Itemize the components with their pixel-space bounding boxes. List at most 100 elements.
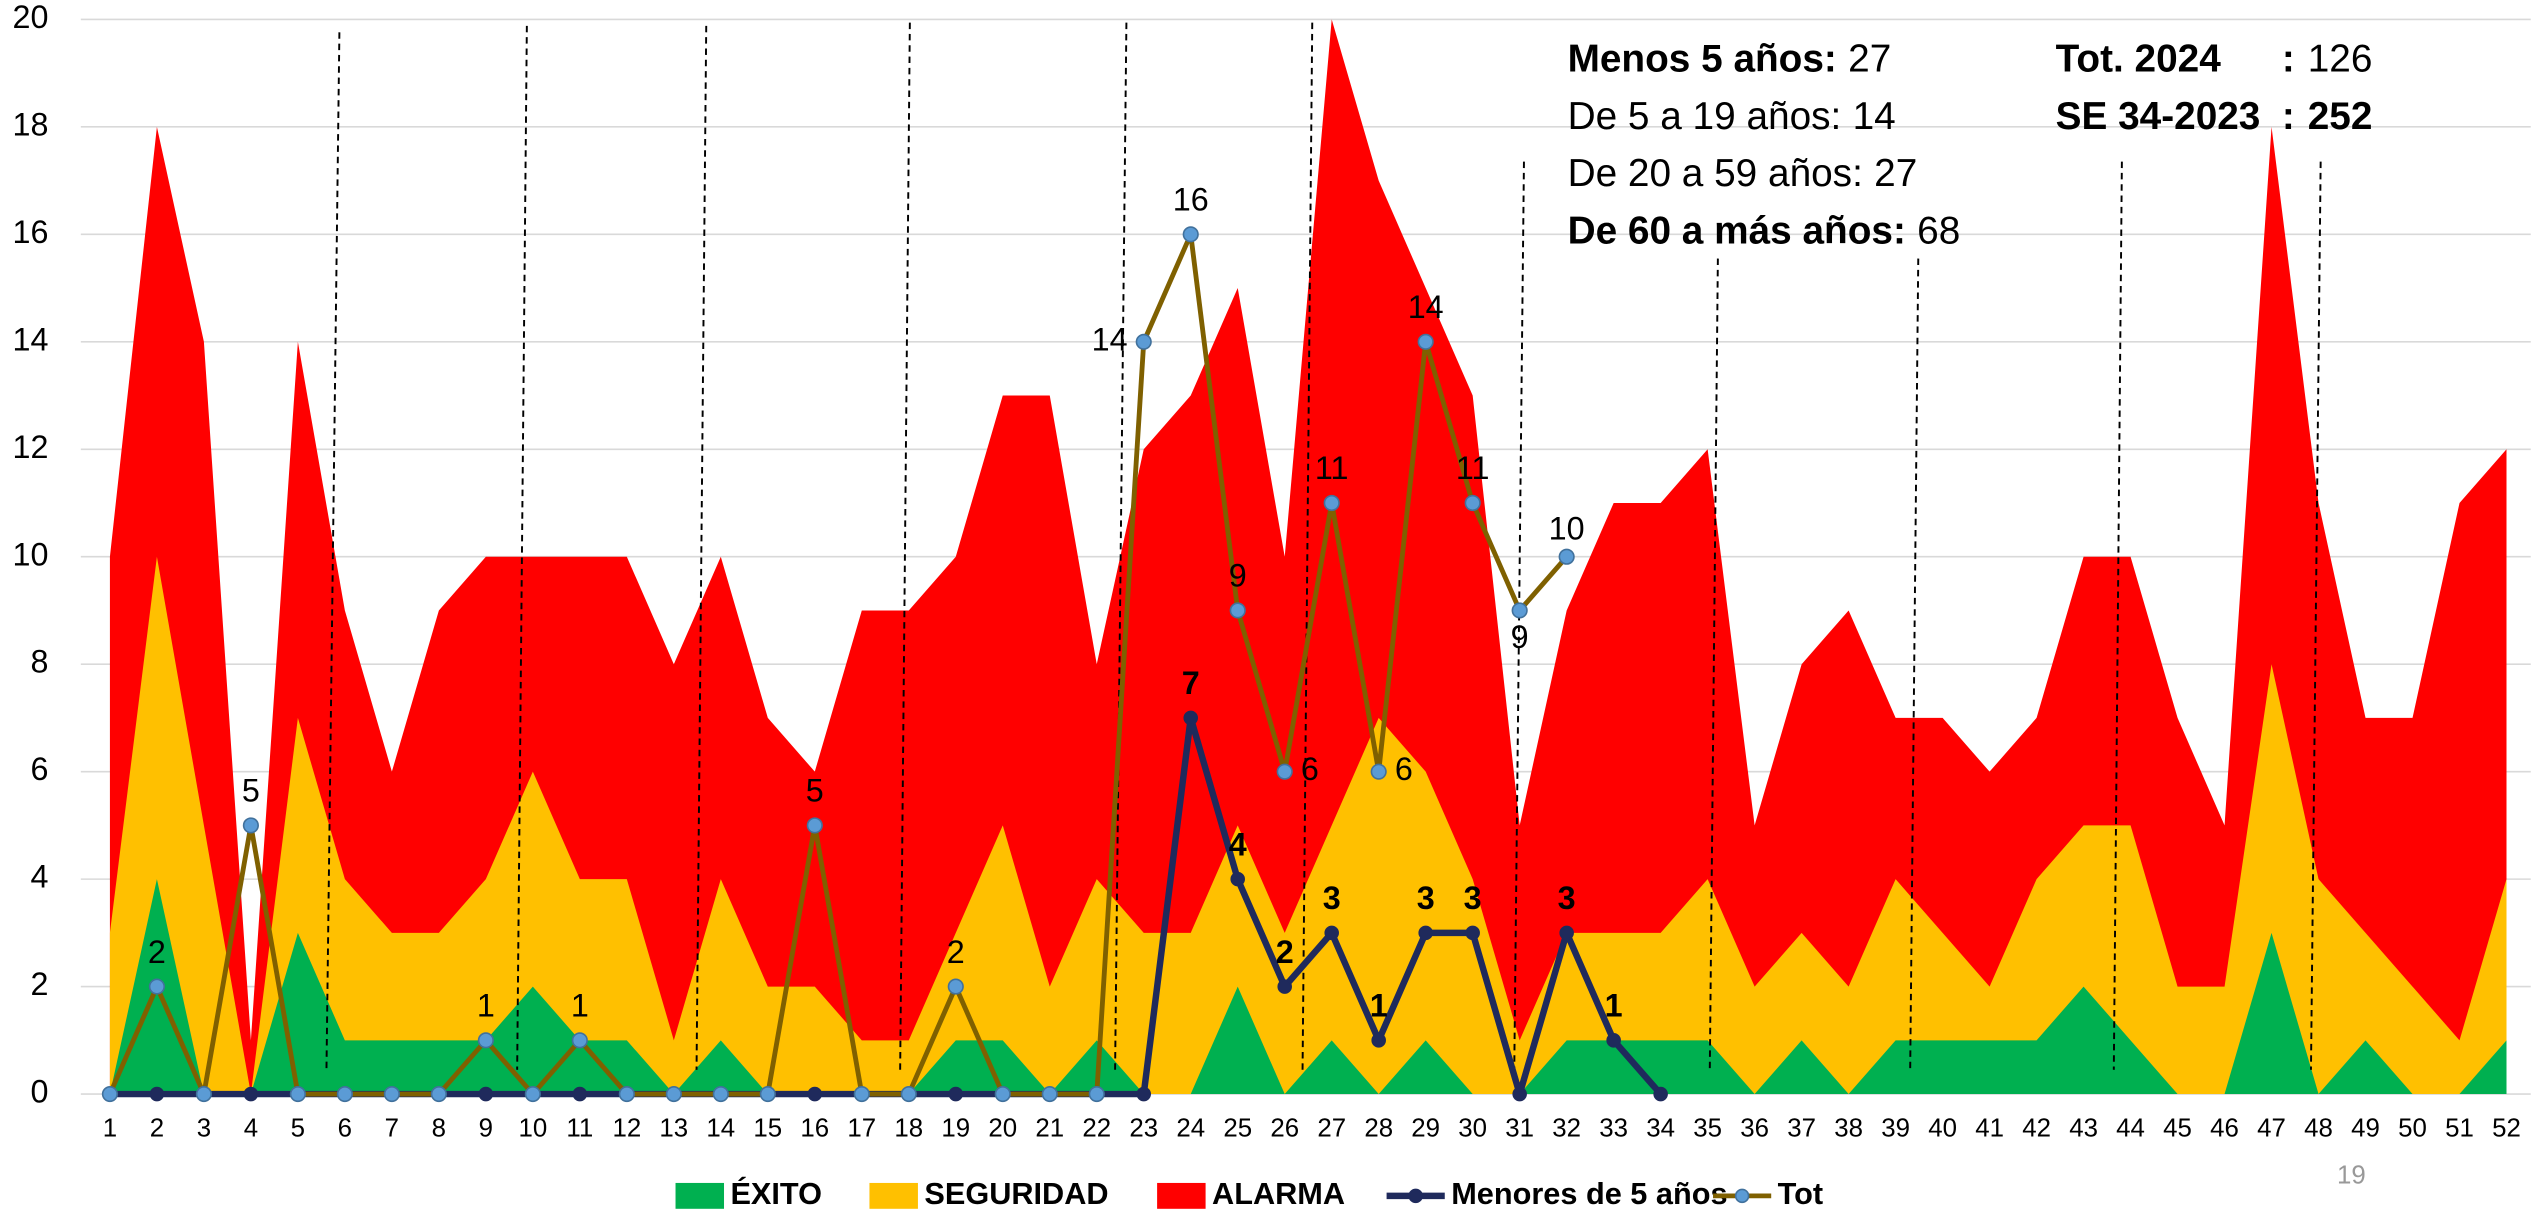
- legend-marker: [1734, 1188, 1750, 1204]
- data-label: 3: [1558, 880, 1576, 916]
- annotation: Menos 5 años: 27: [1568, 38, 1892, 81]
- x-tick-label: 3: [197, 1114, 211, 1142]
- x-tick-label: 21: [1035, 1114, 1064, 1142]
- marker: [1229, 602, 1246, 619]
- x-tick-label: 28: [1364, 1114, 1393, 1142]
- y-tick-label: 2: [31, 966, 49, 1002]
- legend-label: SEGURIDAD: [924, 1176, 1108, 1211]
- y-tick-label: 0: [31, 1074, 49, 1110]
- marker: [571, 1032, 588, 1049]
- lines: [101, 226, 1668, 1103]
- annotation-value: 14: [1853, 95, 1896, 138]
- legend-swatch: [1157, 1182, 1206, 1209]
- marker: [806, 817, 823, 834]
- x-tick-label: 32: [1552, 1114, 1581, 1142]
- annotation-label: De 20 a 59 años:: [1568, 152, 1863, 195]
- x-tick-label: 30: [1458, 1114, 1487, 1142]
- separator: [516, 25, 528, 1070]
- marker: [994, 1085, 1011, 1103]
- annotation-value: 27: [1874, 152, 1917, 195]
- annotation-label: Menos 5 años:: [1568, 38, 1837, 81]
- legend-label: ÉXITO: [730, 1176, 822, 1211]
- annotation: De 20 a 59 años: 27: [1568, 152, 1918, 195]
- x-tick-label: 23: [1129, 1114, 1158, 1142]
- separator: [1114, 22, 1128, 1070]
- annotation-label: De 5 a 19 años:: [1568, 95, 1842, 138]
- marker: [1135, 333, 1152, 350]
- x-tick-label: 24: [1176, 1114, 1205, 1142]
- x-tick-label: 12: [612, 1114, 641, 1142]
- marker: [195, 1085, 212, 1103]
- data-label: 11: [1315, 450, 1349, 486]
- x-tick-label: 37: [1787, 1114, 1816, 1142]
- legend-swatch: [675, 1182, 725, 1209]
- marker: [1512, 1086, 1527, 1102]
- data-label: 3: [1417, 880, 1435, 916]
- x-tick-label: 36: [1740, 1114, 1769, 1142]
- marker: [572, 1086, 588, 1102]
- y-tick-label: 12: [13, 429, 49, 465]
- x-tick-label: 44: [2116, 1114, 2145, 1142]
- data-label: 16: [1173, 182, 1209, 218]
- marker: [1418, 925, 1433, 941]
- marker: [1606, 1033, 1621, 1048]
- x-tick-label: 39: [1881, 1114, 1910, 1142]
- marker: [101, 1085, 118, 1103]
- marker: [853, 1085, 870, 1103]
- y-tick-label: 8: [31, 644, 49, 680]
- marker: [1041, 1085, 1058, 1103]
- marker: [947, 978, 964, 995]
- marker: [759, 1085, 776, 1103]
- data-label: 5: [806, 773, 824, 809]
- marker: [807, 1086, 823, 1102]
- annotation: De 60 a más años: 68: [1568, 210, 1961, 253]
- data-label: 1: [1370, 988, 1388, 1024]
- x-tick-label: 7: [385, 1114, 399, 1142]
- legend-label: ALARMA: [1212, 1176, 1345, 1211]
- x-tick-label: 38: [1834, 1114, 1863, 1142]
- x-tick-label: 14: [706, 1114, 735, 1142]
- dashed-separators: [325, 22, 2322, 1070]
- total-label: SE 34-2023: [2056, 95, 2261, 138]
- y-tick-label: 6: [31, 751, 49, 787]
- marker: [1182, 226, 1199, 243]
- x-tick-label: 31: [1505, 1114, 1534, 1142]
- legend: ÉXITO SEGURIDAD ALARMA Menores de 5 años Tot: [675, 1176, 1823, 1211]
- data-label: 1: [1605, 988, 1623, 1024]
- data-label: 14: [1408, 289, 1444, 325]
- y-tick-label: 10: [13, 536, 49, 572]
- x-tick-label: 41: [1975, 1114, 2004, 1142]
- marker: [1370, 763, 1387, 780]
- x-tick-label: 9: [479, 1114, 493, 1142]
- marker: [1511, 602, 1528, 619]
- data-label: 1: [477, 988, 495, 1024]
- marker: [478, 1086, 494, 1102]
- x-tick-label: 47: [2257, 1114, 2286, 1142]
- annotation-label: De 60 a más años:: [1568, 210, 1906, 253]
- marker: [1559, 925, 1574, 941]
- marker: [1323, 494, 1340, 512]
- x-tick-label: 48: [2304, 1114, 2333, 1142]
- legend-label: Tot: [1778, 1176, 1823, 1211]
- x-tick-label: 26: [1270, 1114, 1299, 1142]
- legend-label: Menores de 5 años: [1451, 1176, 1727, 1211]
- data-label: 6: [1301, 751, 1319, 787]
- y-tick-label: 4: [31, 859, 49, 895]
- x-tick-label: 43: [2069, 1114, 2098, 1142]
- marker: [1417, 333, 1434, 350]
- x-tick-label: 25: [1223, 1114, 1252, 1142]
- marker: [148, 978, 165, 995]
- data-label: 2: [148, 934, 166, 970]
- total-sep: :: [2282, 95, 2295, 138]
- data-label: 3: [1323, 880, 1341, 916]
- y-tick-label: 14: [13, 321, 49, 357]
- area: [109, 556, 2507, 1095]
- annotation: De 5 a 19 años: 14: [1568, 95, 1896, 138]
- y-tick-label: 18: [13, 106, 49, 142]
- legend-marker: [1408, 1188, 1423, 1204]
- x-tick-label: 46: [2210, 1114, 2239, 1142]
- marker: [1653, 1086, 1668, 1102]
- x-tick-label: 8: [432, 1114, 446, 1142]
- data-label: 5: [242, 773, 260, 809]
